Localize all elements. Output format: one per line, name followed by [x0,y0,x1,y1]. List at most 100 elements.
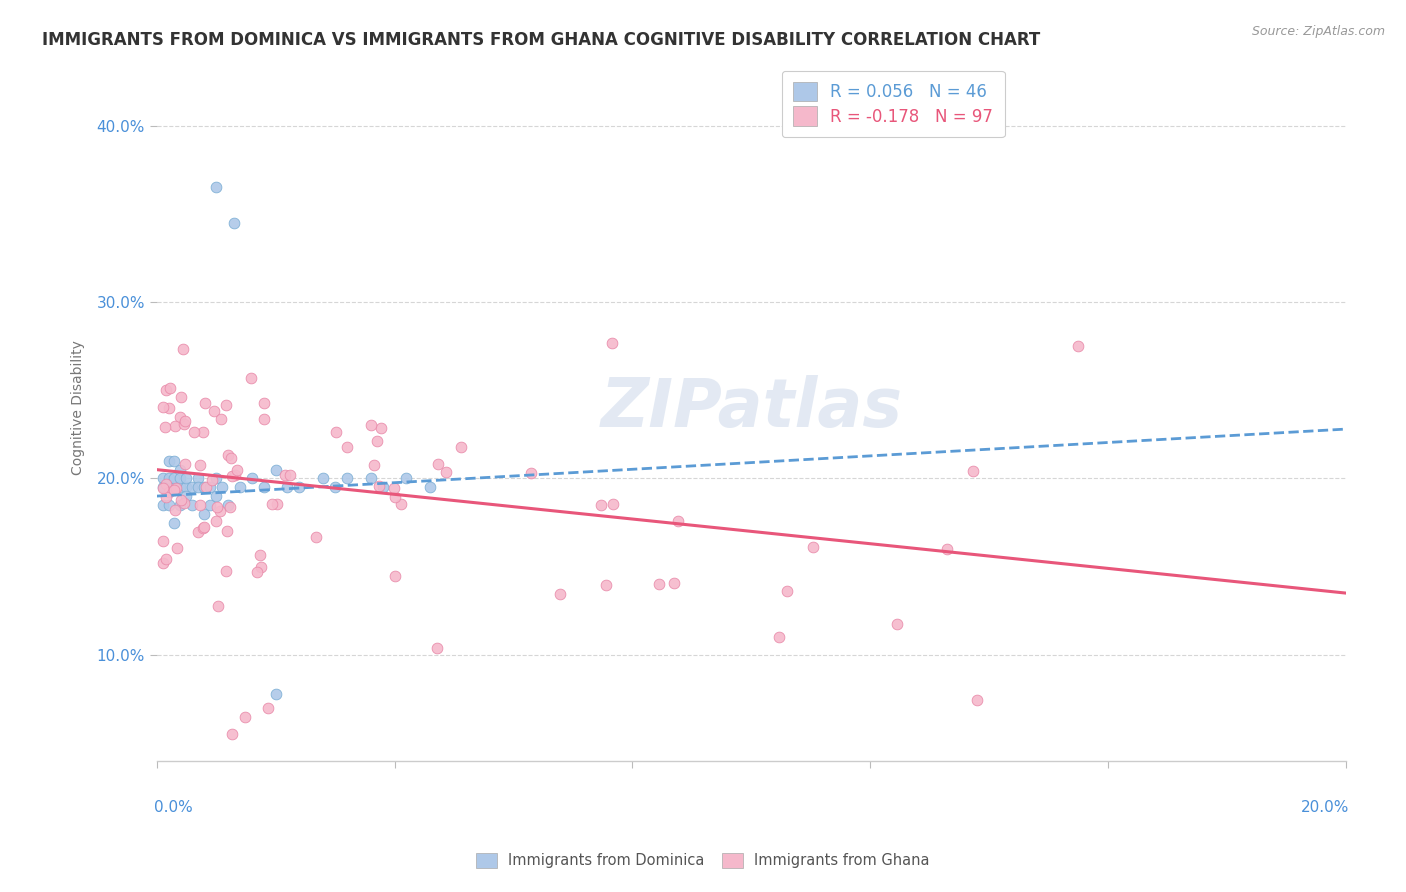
Point [264,463,287,477]
Point [174,414,197,428]
Point [312,471,335,485]
Point [273,468,295,483]
Point [157,401,180,415]
Point [648,577,671,591]
Y-axis label: Cognitive Disability: Cognitive Disability [72,341,86,475]
Text: ZIPatlas: ZIPatlas [600,375,903,441]
Point [204,514,226,528]
Point [229,480,252,494]
Point [170,492,193,507]
Point [211,480,233,494]
Point [152,534,174,549]
Point [173,496,195,510]
Point [152,481,174,495]
Point [602,497,624,511]
Point [205,489,228,503]
Point [253,412,276,426]
Point [662,575,685,590]
Point [419,480,441,494]
Point [159,381,181,395]
Point [209,504,232,518]
Point [193,520,215,534]
Point [366,434,388,449]
Point [169,409,191,424]
Point [276,480,298,494]
Point [183,425,205,440]
Point [207,599,229,613]
Point [188,458,211,472]
Point [157,471,180,485]
Point [215,564,238,578]
Point [169,480,191,494]
Point [209,411,232,425]
Point [181,480,204,494]
Point [224,467,246,482]
Point [169,463,191,477]
Point [801,540,824,554]
Point [222,216,245,230]
Point [225,463,247,477]
Point [202,404,225,418]
Point [370,421,392,435]
Point [176,471,198,485]
Point [152,471,174,485]
Point [165,481,187,495]
Point [1067,339,1090,353]
Point [323,480,346,494]
Point [371,480,394,494]
Point [768,630,790,644]
Point [450,440,472,454]
Point [434,465,457,479]
Point [233,709,256,723]
Point [163,483,186,498]
Legend: R = 0.056   N = 46, R = -0.178   N = 97: R = 0.056 N = 46, R = -0.178 N = 97 [782,70,1005,137]
Point [360,471,382,485]
Point [249,559,271,574]
Point [240,471,263,485]
Point [257,700,280,714]
Point [249,548,271,562]
Point [169,471,191,485]
Point [155,490,177,504]
Point [325,425,347,440]
Point [389,497,412,511]
Point [240,371,263,385]
Point [519,467,541,481]
Point [176,489,198,503]
Text: IMMIGRANTS FROM DOMINICA VS IMMIGRANTS FROM GHANA COGNITIVE DISABILITY CORRELATI: IMMIGRANTS FROM DOMINICA VS IMMIGRANTS F… [42,31,1040,49]
Point [205,471,228,485]
Point [595,578,617,592]
Point [188,498,211,512]
Point [288,480,311,494]
Point [395,471,418,485]
Point [195,480,218,494]
Point [163,454,186,468]
Point [163,516,186,530]
Point [193,480,215,494]
Point [152,498,174,512]
Point [600,336,623,351]
Point [666,514,689,528]
Point [278,467,301,482]
Point [253,480,276,494]
Point [217,448,239,462]
Point [221,469,243,483]
Point [157,498,180,512]
Point [219,450,242,465]
Text: Source: ZipAtlas.com: Source: ZipAtlas.com [1251,25,1385,38]
Point [187,525,209,540]
Point [193,425,215,440]
Point [169,498,191,512]
Point [155,551,177,566]
Point [262,496,284,510]
Point [266,497,288,511]
Point [246,565,269,579]
Point [776,583,799,598]
Point [305,530,328,544]
Point [384,490,406,504]
Point [163,503,186,517]
Point [193,507,215,521]
Point [187,471,209,485]
Point [157,484,180,499]
Point [335,440,357,454]
